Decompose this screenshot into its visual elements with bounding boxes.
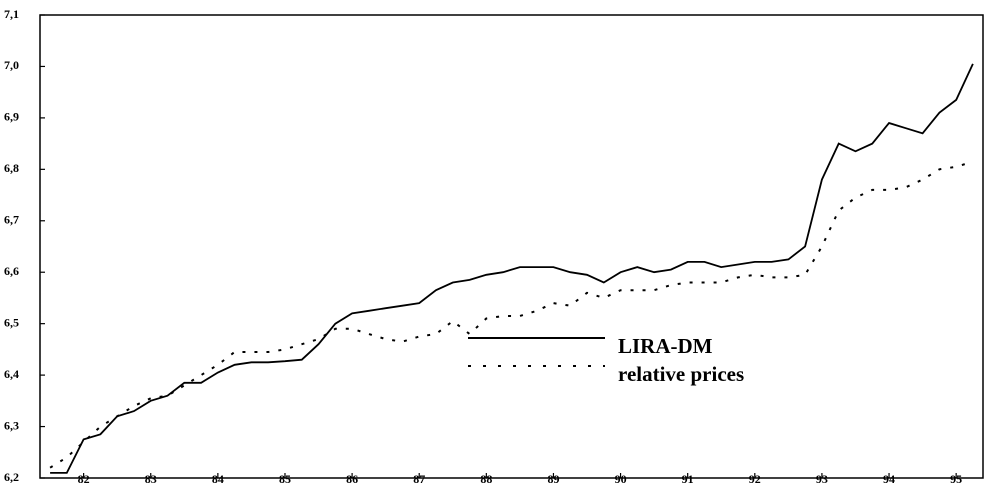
x-tick-label: 86 — [346, 472, 358, 485]
y-tick-label: 7,0 — [4, 58, 19, 72]
y-tick-label: 6,8 — [4, 161, 19, 175]
y-tick-label: 7,1 — [4, 7, 19, 21]
y-tick-label: 6,2 — [4, 470, 19, 484]
legend-label: relative prices — [618, 362, 744, 386]
series-line — [49, 160, 974, 469]
plot-frame — [39, 14, 984, 479]
x-tick-label: 94 — [883, 472, 895, 485]
x-tick-label: 83 — [145, 472, 157, 485]
y-tick-label: 6,7 — [4, 213, 19, 227]
series-line — [50, 63, 974, 474]
x-tick-label: 92 — [749, 472, 761, 485]
x-tick-label: 89 — [547, 472, 559, 485]
x-tick-label: 82 — [78, 472, 90, 485]
x-tick-label: 87 — [413, 472, 425, 485]
y-tick-label: 6,4 — [4, 367, 19, 381]
x-tick-label: 93 — [816, 472, 828, 485]
x-tick-label: 84 — [212, 472, 224, 485]
legend-label: LIRA-DM — [618, 334, 713, 358]
x-tick-label: 88 — [480, 472, 492, 485]
x-tick-label: 90 — [615, 472, 627, 485]
y-tick-label: 6,6 — [4, 264, 19, 278]
x-tick-label: 85 — [279, 472, 291, 485]
x-tick-label: 95 — [950, 472, 962, 485]
x-tick-label: 91 — [682, 472, 694, 485]
y-tick-label: 6,9 — [4, 110, 19, 124]
y-tick-label: 6,5 — [4, 315, 19, 329]
y-tick-label: 6,3 — [4, 418, 19, 432]
